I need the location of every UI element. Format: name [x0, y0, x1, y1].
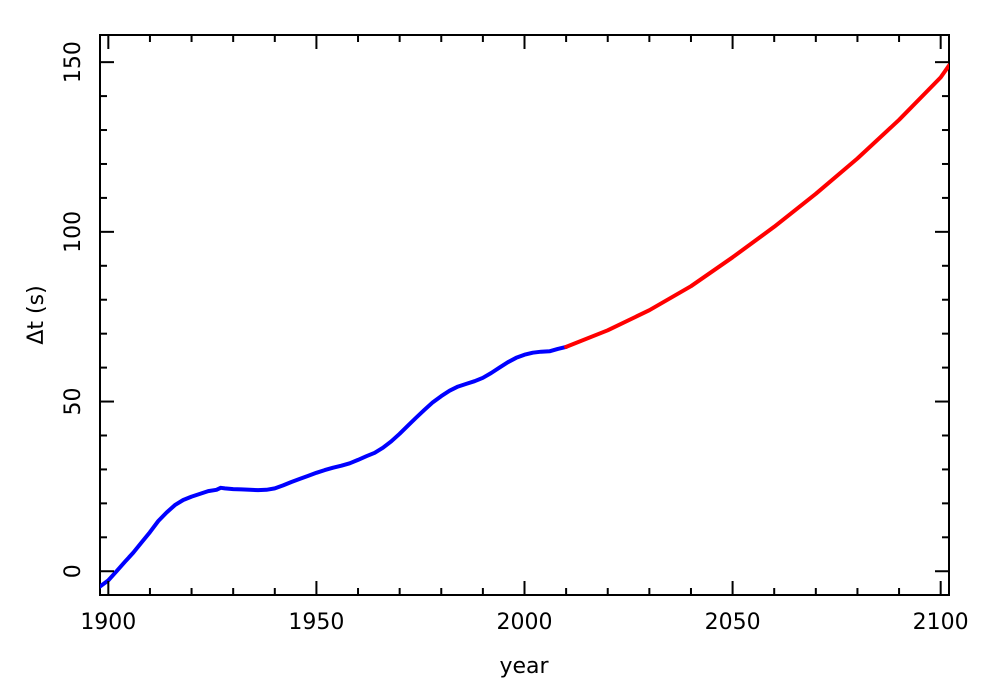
x-tick-label: 1900	[80, 610, 136, 635]
x-tick-label: 2050	[705, 610, 761, 635]
x-axis-label: year	[499, 654, 549, 679]
projected-series-line	[564, 63, 949, 349]
x-tick-label: 2100	[913, 610, 969, 635]
x-tick-label: 2000	[497, 610, 553, 635]
y-axis: 0 50 100 150	[61, 41, 949, 578]
plot-frame	[99, 34, 950, 596]
y-tick-label: 100	[61, 211, 86, 253]
plot-area	[99, 34, 950, 596]
y-tick-label: 50	[61, 388, 86, 416]
x-tick-label: 1950	[288, 610, 344, 635]
y-tick-label: 0	[61, 564, 86, 578]
y-axis-label: Δt (s)	[24, 285, 49, 344]
observed-series-line	[100, 344, 569, 589]
y-tick-label: 150	[61, 41, 86, 83]
x-axis: 1900 1950 2000 2050 2100	[80, 35, 969, 635]
